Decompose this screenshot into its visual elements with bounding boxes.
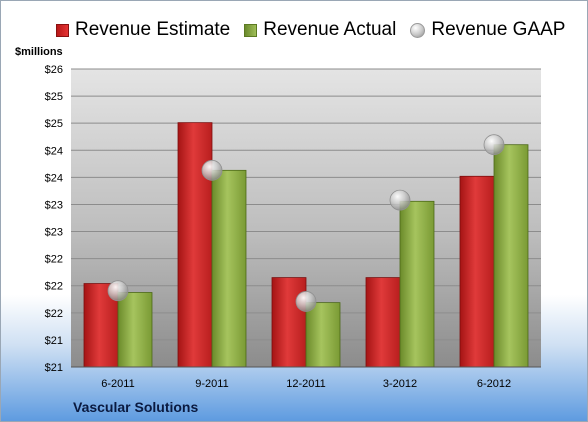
red-bar-swatch-icon [56,23,69,37]
marker-revenue-gaap [389,189,411,211]
y-tick-label: $24 [45,172,63,184]
marker-revenue-gaap [295,291,317,312]
bar-revenue-estimate [459,175,495,368]
bar-revenue-estimate [177,122,213,368]
y-axis-unit-label: $millions [15,46,63,58]
y-tick-label: $23 [45,227,63,239]
y-tick-label: $25 [45,91,63,103]
y-tick-label: $25 [45,118,63,130]
bar-revenue-estimate [271,277,307,368]
y-tick-label: $26 [45,64,63,76]
bar-revenue-actual [399,200,435,368]
bar-revenue-actual [117,292,153,368]
marker-revenue-gaap [107,280,129,302]
legend-item-revenue-estimate: Revenue Estimate [56,19,230,41]
y-tick-label: $23 [45,199,63,211]
bars [83,122,529,368]
y-axis-ticks: $21 $21 $22 $22 $22 $23 $23 $24 $24 $25 $25 $26 [45,64,63,374]
y-tick-label: $21 [45,335,63,347]
legend-label: Revenue GAAP [431,19,566,40]
legend-item-revenue-gaap: Revenue GAAP [410,19,565,41]
bar-revenue-actual [305,302,341,368]
bar-revenue-estimate [83,283,119,368]
x-axis-ticks: 6-2011 9-2011 12-2011 3-2012 6-2012 [101,378,511,390]
y-tick-label: $22 [45,254,63,266]
bar-revenue-actual [211,169,247,368]
gaap-markers [107,134,505,312]
gray-ball-marker-icon [410,22,426,38]
x-tick-label: 12-2011 [286,378,326,390]
y-tick-label: $24 [45,145,63,157]
legend: Revenue Estimate Revenue Actual Revenue … [56,17,579,43]
marker-revenue-gaap [201,159,223,181]
x-tick-label: 9-2011 [195,378,228,390]
marker-revenue-gaap [483,134,505,156]
x-tick-label: 6-2012 [477,378,511,390]
legend-label: Revenue Actual [263,19,397,40]
x-tick-label: 6-2011 [101,378,134,390]
y-tick-label: $22 [45,308,63,320]
y-tick-label: $22 [45,281,63,293]
legend-label: Revenue Estimate [75,19,231,40]
bar-revenue-estimate [365,277,401,368]
legend-item-revenue-actual: Revenue Actual [244,19,396,41]
y-tick-label: $21 [45,362,63,374]
green-bar-swatch-icon [244,23,258,37]
x-tick-label: 3-2012 [383,378,417,390]
bar-revenue-actual [493,144,529,368]
company-name: Vascular Solutions [73,399,199,415]
